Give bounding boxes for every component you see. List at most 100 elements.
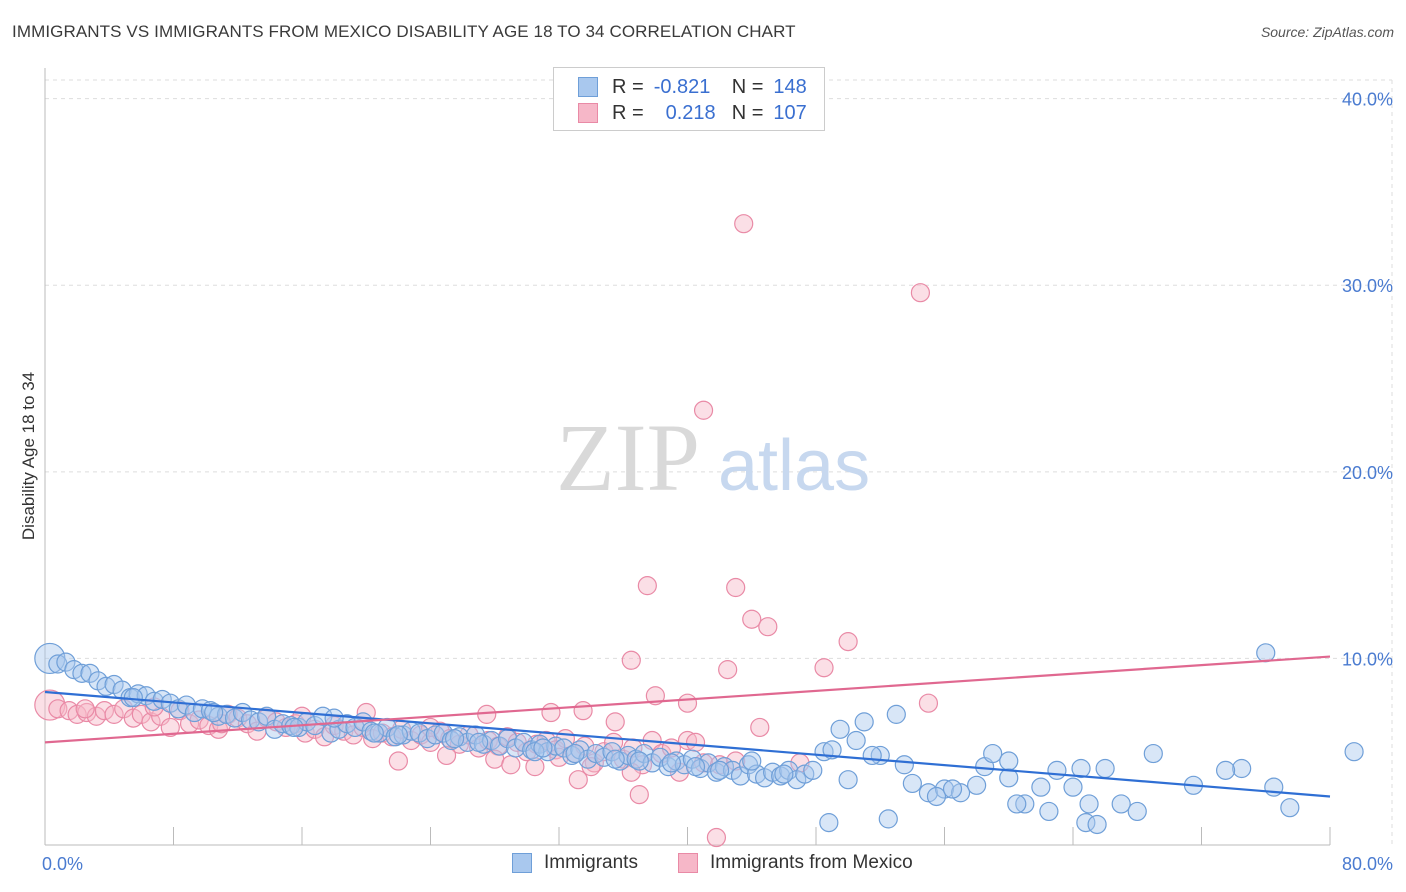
immigrants-point <box>1039 801 1059 822</box>
immigrants-point <box>934 779 955 799</box>
mexico-point <box>838 632 858 652</box>
y-tick-labels: 10.0% 20.0% 30.0% 40.0% <box>1342 90 1393 670</box>
immigrants-point <box>999 768 1019 788</box>
source-credit: Source: ZipAtlas.com <box>1260 24 1394 40</box>
immigrants-point <box>1111 794 1131 814</box>
x-tick-label: 0.0% <box>42 854 83 874</box>
immigrants-point <box>685 757 706 777</box>
immigrants-point <box>444 729 465 749</box>
mexico-point <box>918 693 939 713</box>
mexico-point <box>685 732 706 752</box>
mexico-point <box>75 699 95 719</box>
mexico-point <box>160 717 180 738</box>
immigrants-point <box>878 809 898 829</box>
mexico-point <box>637 576 657 596</box>
mexico-point <box>104 704 124 724</box>
x-tick-labels: 0.0% 80.0% <box>42 854 1393 874</box>
immigrants-point <box>364 723 384 743</box>
legend-r-label: R = <box>612 101 644 124</box>
immigrants-point <box>1079 794 1099 814</box>
immigrants-point <box>819 813 839 833</box>
series-immigrants <box>34 642 1364 835</box>
mexico-point <box>706 827 727 848</box>
legend-item-immigrants-from-mexico[interactable]: Immigrants from Mexico <box>678 852 913 874</box>
immigrants-point <box>999 751 1019 771</box>
mexico-point <box>750 717 770 738</box>
immigrants-point <box>1256 643 1276 663</box>
mexico-point <box>573 701 593 721</box>
pink-swatch-icon <box>578 103 598 123</box>
mexico-trend-line <box>44 655 1331 744</box>
immigrants-point <box>886 704 906 724</box>
immigrants-point <box>1015 794 1035 814</box>
mexico-point <box>436 745 457 766</box>
immigrants-point <box>803 760 823 780</box>
immigrants-point <box>457 732 478 752</box>
mexico-point <box>605 712 625 732</box>
immigrants-point <box>1143 743 1163 764</box>
immigrants-point <box>1127 801 1147 822</box>
immigrants-point <box>1095 758 1115 779</box>
immigrants-point <box>942 779 963 799</box>
immigrants-point <box>862 745 882 766</box>
mexico-point <box>910 283 931 303</box>
pink-swatch-icon <box>678 853 698 873</box>
correlation-legend: R = -0.821 N = 148 R = 0.218 N = 107 <box>553 67 825 131</box>
mexico-point <box>141 712 161 732</box>
immigrants-point <box>96 676 116 697</box>
immigrants-point <box>846 730 866 751</box>
mexico-point <box>501 755 521 775</box>
immigrants-point <box>902 773 922 794</box>
immigrants-point <box>1071 758 1091 779</box>
mexico-point <box>388 751 408 771</box>
immigrants-point <box>926 786 947 807</box>
legend-label: Immigrants <box>544 852 638 873</box>
mexico-point <box>144 697 164 717</box>
mexico-point <box>94 701 115 721</box>
immigrants-point <box>388 725 408 745</box>
watermark-atlas: atlas <box>718 426 870 506</box>
y-tick-label: 20.0% <box>1342 463 1393 483</box>
legend-r-value: -0.821 <box>653 75 711 98</box>
immigrants-point <box>605 749 625 769</box>
immigrants-point <box>1063 777 1083 797</box>
legend-label: Immigrants from Mexico <box>710 852 913 873</box>
immigrants-point <box>72 663 92 683</box>
immigrants-trend-line <box>44 690 1331 798</box>
blue-swatch-icon <box>578 77 598 97</box>
immigrants-point <box>742 751 762 771</box>
legend-n-label: N = <box>731 101 764 124</box>
immigrants-point <box>1215 760 1236 780</box>
immigrants-point <box>1344 742 1364 762</box>
mexico-point <box>814 658 834 678</box>
immigrants-point <box>1280 798 1300 818</box>
immigrants-point <box>1047 760 1067 780</box>
blue-swatch-icon <box>512 853 532 873</box>
legend-item-immigrants[interactable]: Immigrants <box>512 852 638 874</box>
legend-r-label: R = <box>612 75 644 98</box>
immigrants-point <box>838 770 858 790</box>
immigrants-point <box>565 743 585 764</box>
mexico-point <box>718 660 738 680</box>
immigrants-point <box>983 743 1003 764</box>
immigrants-point <box>894 755 914 775</box>
y-tick-label: 30.0% <box>1342 276 1393 296</box>
immigrants-point <box>774 764 794 784</box>
immigrants-point <box>1232 758 1252 779</box>
immigrants-point <box>629 751 649 771</box>
immigrants-point <box>661 753 682 773</box>
y-axis-label: Disability Age 18 to 34 <box>19 372 38 540</box>
immigrants-point <box>1031 777 1051 797</box>
watermark: ZIP atlas <box>556 404 870 511</box>
chart-title: IMMIGRANTS VS IMMIGRANTS FROM MEXICO DIS… <box>12 22 796 41</box>
mexico-point <box>541 702 561 723</box>
legend-r-value: 0.218 <box>665 101 716 124</box>
immigrants-point <box>1087 814 1107 835</box>
mexico-point <box>693 400 714 420</box>
immigrants-point <box>710 760 730 780</box>
y-tick-label: 40.0% <box>1342 90 1393 110</box>
mexico-point <box>726 577 746 598</box>
legend-n-value: 107 <box>773 101 807 124</box>
mexico-point <box>734 214 754 234</box>
